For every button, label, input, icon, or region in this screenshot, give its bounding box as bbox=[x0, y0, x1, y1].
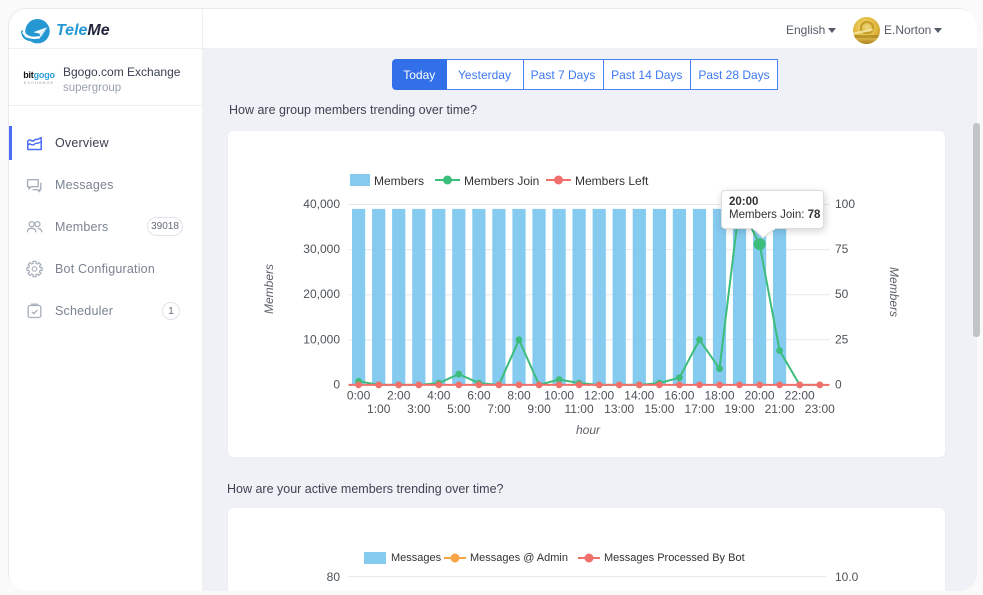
svg-text:19:00: 19:00 bbox=[724, 402, 754, 416]
svg-text:30,000: 30,000 bbox=[303, 242, 340, 256]
svg-text:18:00: 18:00 bbox=[704, 389, 734, 403]
svg-text:Members Join: Members Join bbox=[464, 174, 539, 188]
svg-text:Members: Members bbox=[262, 264, 276, 314]
svg-text:7:00: 7:00 bbox=[487, 402, 511, 416]
svg-text:0: 0 bbox=[333, 377, 340, 391]
svg-text:16:00: 16:00 bbox=[664, 389, 694, 403]
svg-text:80: 80 bbox=[327, 570, 341, 584]
svg-text:100: 100 bbox=[835, 197, 855, 211]
svg-text:10,000: 10,000 bbox=[303, 332, 340, 346]
svg-text:15:00: 15:00 bbox=[644, 402, 674, 416]
svg-text:6:00: 6:00 bbox=[467, 389, 491, 403]
svg-text:hour: hour bbox=[576, 423, 601, 437]
svg-text:10:00: 10:00 bbox=[544, 389, 574, 403]
svg-text:5:00: 5:00 bbox=[447, 402, 471, 416]
svg-text:25: 25 bbox=[835, 332, 849, 346]
svg-text:Members: Members bbox=[887, 267, 901, 317]
svg-text:Messages @ Admin: Messages @ Admin bbox=[470, 552, 568, 564]
svg-text:2:00: 2:00 bbox=[387, 389, 411, 403]
svg-text:Members Left: Members Left bbox=[575, 174, 649, 188]
svg-text:8:00: 8:00 bbox=[507, 389, 531, 403]
svg-text:22:00: 22:00 bbox=[785, 389, 815, 403]
svg-text:17:00: 17:00 bbox=[684, 402, 714, 416]
svg-text:Messages Processed By Bot: Messages Processed By Bot bbox=[604, 552, 745, 564]
svg-text:3:00: 3:00 bbox=[407, 402, 431, 416]
svg-text:13:00: 13:00 bbox=[604, 402, 634, 416]
svg-text:14:00: 14:00 bbox=[624, 389, 654, 403]
svg-text:40,000: 40,000 bbox=[303, 197, 340, 211]
svg-text:0: 0 bbox=[835, 377, 842, 391]
svg-text:0:00: 0:00 bbox=[347, 389, 371, 403]
svg-text:20,000: 20,000 bbox=[303, 287, 340, 301]
svg-text:4:00: 4:00 bbox=[427, 389, 451, 403]
svg-text:21:00: 21:00 bbox=[765, 402, 795, 416]
svg-text:20:00: 20:00 bbox=[745, 389, 775, 403]
svg-text:50: 50 bbox=[835, 287, 849, 301]
svg-text:9:00: 9:00 bbox=[527, 402, 551, 416]
svg-text:1:00: 1:00 bbox=[367, 402, 391, 416]
svg-text:12:00: 12:00 bbox=[584, 389, 614, 403]
svg-text:10.0: 10.0 bbox=[835, 570, 859, 584]
svg-text:Members: Members bbox=[374, 174, 424, 188]
svg-text:75: 75 bbox=[835, 242, 849, 256]
svg-text:Messages: Messages bbox=[391, 552, 442, 564]
svg-text:11:00: 11:00 bbox=[565, 402, 594, 416]
svg-text:23:00: 23:00 bbox=[805, 402, 835, 416]
